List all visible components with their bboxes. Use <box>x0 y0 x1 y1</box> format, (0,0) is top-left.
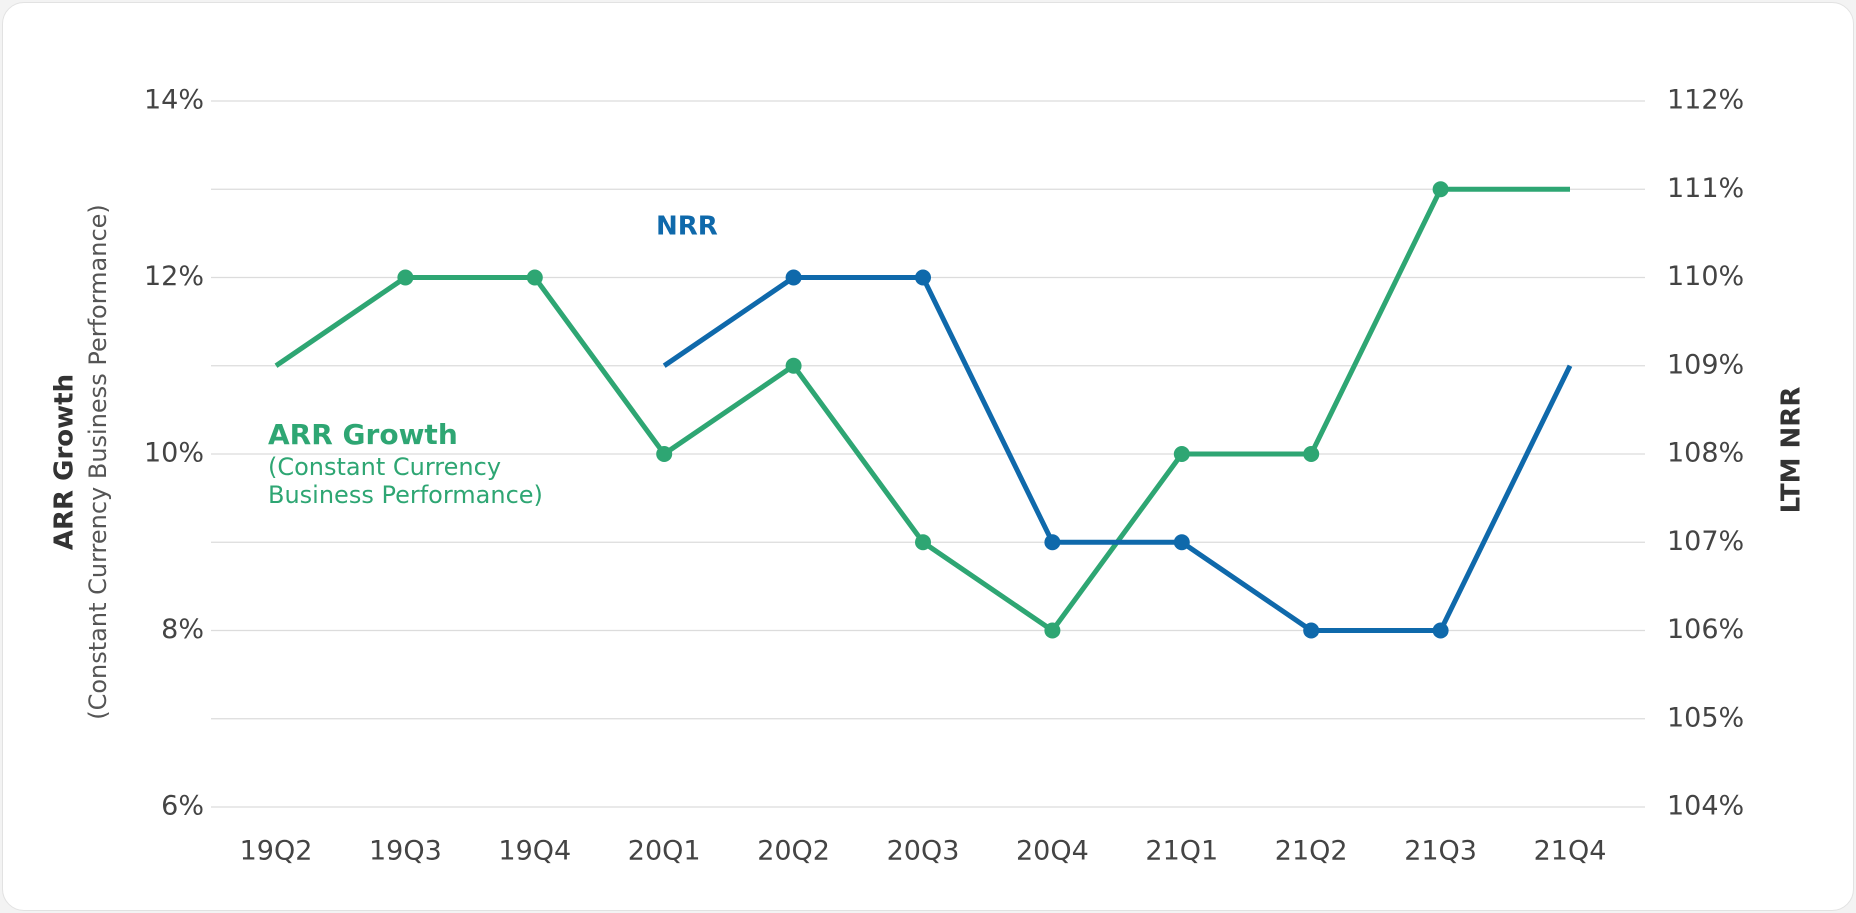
x-tick-label: 21Q1 <box>1145 836 1218 867</box>
series-label: NRR <box>656 212 718 242</box>
y-axis-subtitle: (Constant Currency Business Performance) <box>84 204 112 720</box>
point <box>1303 622 1320 639</box>
point <box>397 269 414 286</box>
y-tick-label: 14% <box>144 85 204 116</box>
point <box>915 269 931 286</box>
y2-tick-label: 111% <box>1667 173 1744 204</box>
y2-axis-title: LTM NRR <box>1777 387 1807 514</box>
y2-tick-label: 109% <box>1667 349 1744 380</box>
x-tick-label: 21Q4 <box>1534 836 1607 867</box>
point <box>1432 622 1449 639</box>
annotation: (Constant Currency <box>268 453 501 481</box>
series-label: ARR Growth <box>268 418 458 451</box>
x-tick-label: 20Q2 <box>757 836 830 867</box>
x-tick-label: 19Q4 <box>498 836 571 867</box>
y2-tick-label: 112% <box>1667 85 1744 116</box>
x-tick-label: 20Q3 <box>887 836 960 867</box>
x-tick-label: 20Q4 <box>1016 836 1089 867</box>
y-tick-label: 8% <box>161 614 204 645</box>
point <box>1432 181 1449 198</box>
y2-tick-label: 107% <box>1667 526 1744 557</box>
y-tick-label: 12% <box>144 261 204 292</box>
point <box>1044 622 1061 639</box>
x-tick-label: 21Q3 <box>1404 836 1477 867</box>
x-tick-label: 21Q2 <box>1275 836 1348 867</box>
x-tick-label: 19Q3 <box>369 836 442 867</box>
y2-tick-label: 110% <box>1667 261 1744 292</box>
y2-tick-label: 108% <box>1667 438 1744 469</box>
y-axis-title: ARR Growth <box>50 374 80 550</box>
point <box>656 446 673 462</box>
annotation: Business Performance) <box>268 481 543 509</box>
point <box>1303 446 1320 462</box>
y2-tick-label: 106% <box>1667 614 1744 645</box>
point <box>1044 534 1061 551</box>
point <box>1173 446 1190 462</box>
point <box>785 269 802 286</box>
point <box>785 357 802 374</box>
point <box>1173 534 1190 551</box>
point <box>915 534 931 551</box>
x-tick-label: 20Q1 <box>628 836 701 867</box>
y2-tick-label: 104% <box>1667 791 1744 822</box>
series-line <box>662 275 1573 633</box>
y-tick-label: 6% <box>161 791 204 822</box>
point <box>526 269 543 286</box>
y2-tick-label: 105% <box>1667 702 1744 733</box>
series-line <box>274 186 1570 633</box>
y-tick-label: 10% <box>144 438 204 469</box>
x-tick-label: 19Q2 <box>240 836 313 867</box>
